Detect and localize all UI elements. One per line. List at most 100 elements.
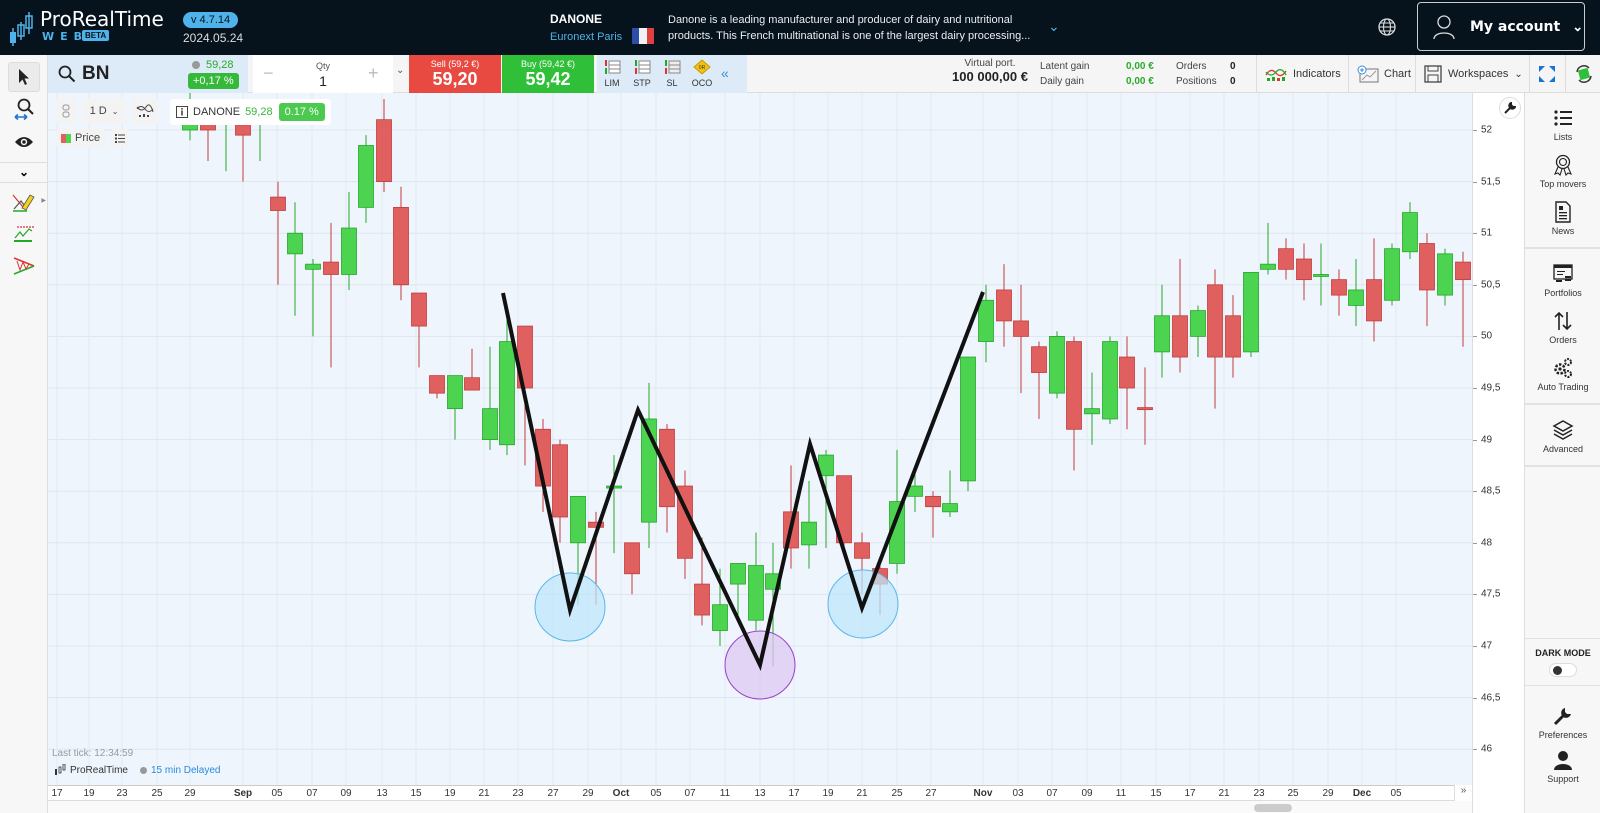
candle[interactable]	[1384, 243, 1400, 306]
chevron-down-icon[interactable]: ⌄	[1048, 18, 1060, 34]
sidebar-item-auto-trading[interactable]: Auto Trading	[1525, 357, 1600, 392]
candle[interactable]	[447, 375, 463, 440]
order-type-stp[interactable]: STP	[627, 55, 657, 93]
candle[interactable]	[996, 264, 1012, 347]
candle[interactable]	[978, 284, 994, 363]
timeframe-select[interactable]: 1 D ⌄	[82, 98, 126, 124]
series-list-button[interactable]	[111, 129, 130, 147]
buy-button[interactable]: Buy (59,42 €) 59,42	[502, 55, 594, 93]
candle[interactable]	[1119, 336, 1135, 430]
indicators-button[interactable]: Indicators	[1256, 55, 1348, 93]
sidebar-item-support[interactable]: Support	[1525, 749, 1600, 784]
qty-plus-button[interactable]: +	[368, 63, 379, 83]
visibility-tool[interactable]	[8, 127, 40, 157]
zoom-tool[interactable]	[8, 95, 40, 125]
candle[interactable]	[287, 202, 303, 316]
candle[interactable]	[942, 470, 958, 517]
candle[interactable]	[1419, 233, 1435, 327]
candle[interactable]	[1243, 272, 1259, 358]
logo[interactable]: ProRealTime	[8, 8, 164, 48]
sidebar-item-lists[interactable]: Lists	[1525, 107, 1600, 142]
candle[interactable]	[1455, 251, 1471, 347]
my-account-button[interactable]: My account ⌄	[1417, 2, 1585, 51]
candle[interactable]	[1031, 341, 1047, 419]
candle[interactable]	[960, 356, 976, 492]
candle[interactable]	[1190, 305, 1206, 358]
candle[interactable]	[411, 292, 427, 368]
scroll-thumb[interactable]	[1254, 804, 1292, 812]
candle[interactable]	[323, 222, 339, 368]
candle[interactable]	[570, 495, 586, 605]
x-axis-scroll-right[interactable]: »	[1454, 785, 1472, 801]
candle[interactable]	[1207, 269, 1223, 409]
candle[interactable]	[1102, 336, 1118, 425]
sidebar-item-portfolios[interactable]: Portfolios	[1525, 263, 1600, 298]
collapse-icon[interactable]: «	[721, 65, 729, 81]
sync-button[interactable]	[1565, 55, 1600, 93]
candle[interactable]	[730, 563, 746, 616]
candle[interactable]	[341, 191, 357, 290]
candle[interactable]	[1172, 259, 1188, 373]
candle[interactable]	[1278, 238, 1294, 280]
candle[interactable]	[1331, 269, 1347, 316]
candle[interactable]	[1084, 372, 1100, 445]
dark-mode-toggle[interactable]	[1549, 663, 1577, 677]
chart-type-button[interactable]	[132, 98, 158, 124]
candle[interactable]	[552, 439, 568, 543]
fullscreen-button[interactable]	[1529, 55, 1565, 93]
candle[interactable]	[1348, 259, 1364, 327]
channel-tool[interactable]	[8, 219, 40, 249]
triangle-tool[interactable]	[8, 251, 40, 281]
candle[interactable]	[464, 348, 480, 391]
candle[interactable]	[270, 181, 286, 285]
sidebar-item-preferences[interactable]: Preferences	[1525, 705, 1600, 740]
chart-button[interactable]: Chart	[1348, 55, 1415, 93]
info-icon[interactable]	[176, 106, 188, 118]
price-legend[interactable]: Price	[56, 129, 106, 147]
order-type-sl[interactable]: SL	[657, 55, 687, 93]
candle[interactable]	[358, 135, 374, 223]
quantity-stepper[interactable]: − Qty 1 +	[253, 55, 393, 93]
candle[interactable]	[1137, 367, 1153, 445]
sidebar-item-orders[interactable]: Orders	[1525, 310, 1600, 345]
candlestick-chart[interactable]	[48, 93, 1472, 785]
candle[interactable]	[694, 537, 710, 626]
candle[interactable]	[482, 346, 498, 450]
globe-icon[interactable]	[1377, 17, 1397, 37]
y-axis[interactable]: 52 51,5 51 50,5 50 49,5 49 48,5 48 47,5 47 46,5 46	[1472, 93, 1524, 813]
instrument-exchange[interactable]: Euronext Paris	[550, 31, 623, 43]
candle[interactable]	[1313, 243, 1329, 306]
candle[interactable]	[499, 305, 515, 456]
candle[interactable]	[1066, 336, 1082, 471]
sell-button[interactable]: Sell (59,2 €) 59,20	[409, 55, 501, 93]
price-chart[interactable]	[48, 93, 1472, 785]
expand-tools-button[interactable]: ⌄	[8, 163, 40, 181]
candle[interactable]	[1049, 331, 1065, 399]
candle[interactable]	[1366, 238, 1382, 342]
candle[interactable]	[907, 470, 923, 512]
candle[interactable]	[925, 491, 941, 538]
candle[interactable]	[429, 375, 445, 399]
candle[interactable]	[1402, 202, 1418, 259]
qty-input[interactable]: 1	[319, 73, 327, 89]
x-axis[interactable]: 17 19 23 25 29 Sep 05 07 09 13 15 19 21 23 27 29 Oct 05 07…	[48, 785, 1472, 801]
scroll-track[interactable]	[48, 801, 1472, 813]
candle[interactable]	[1154, 284, 1170, 378]
candle[interactable]	[836, 475, 852, 554]
drawing-tool[interactable]: ▶	[8, 187, 46, 217]
sidebar-item-advanced[interactable]: Advanced	[1525, 419, 1600, 454]
candle[interactable]	[818, 449, 834, 548]
candle[interactable]	[1296, 243, 1312, 301]
qty-minus-button[interactable]: −	[263, 63, 274, 83]
sidebar-item-top-movers[interactable]: Top movers	[1525, 154, 1600, 189]
candle[interactable]	[1437, 248, 1453, 306]
workspaces-button[interactable]: Workspaces ⌄	[1415, 55, 1529, 93]
candle[interactable]	[393, 186, 409, 301]
order-type-oco[interactable]: 0R OCO	[687, 55, 717, 93]
candle[interactable]	[624, 542, 640, 595]
candle[interactable]	[1013, 284, 1029, 394]
order-type-lim[interactable]: LIM	[597, 55, 627, 93]
ticker-search[interactable]: BN 59,28 +0,17 %	[48, 55, 248, 93]
chart-settings-button[interactable]	[1499, 97, 1521, 119]
candle[interactable]	[376, 99, 392, 192]
